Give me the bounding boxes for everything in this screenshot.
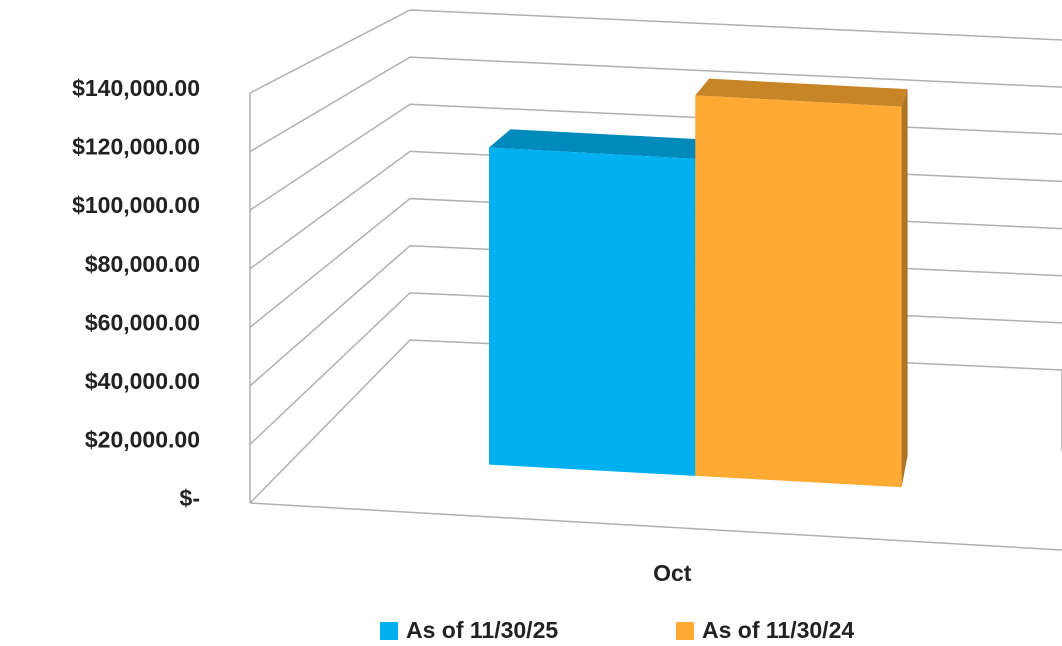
y-tick-label: $60,000.00 — [85, 309, 200, 335]
legend-label: As of 11/30/24 — [702, 617, 854, 643]
grid-line — [249, 56, 1062, 153]
bar-top — [489, 129, 710, 159]
bar-side — [901, 89, 908, 488]
x-tick-label: Oct — [653, 560, 692, 586]
bar — [489, 147, 696, 476]
y-tick-label: $- — [180, 485, 200, 511]
y-tick-label: $140,000.00 — [72, 75, 200, 101]
y-tick-label: $120,000.00 — [72, 134, 200, 160]
y-tick-label: $20,000.00 — [85, 427, 200, 453]
bar — [695, 95, 902, 488]
y-tick-label: $40,000.00 — [85, 368, 200, 394]
bar-top — [695, 78, 908, 107]
legend-label: As of 11/30/25 — [406, 617, 558, 643]
grid-line — [249, 9, 1062, 94]
floor — [249, 502, 1062, 551]
legend-swatch — [676, 622, 694, 640]
y-tick-label: $100,000.00 — [72, 192, 200, 218]
y-tick-label: $80,000.00 — [85, 251, 200, 277]
legend-swatch — [380, 622, 398, 640]
